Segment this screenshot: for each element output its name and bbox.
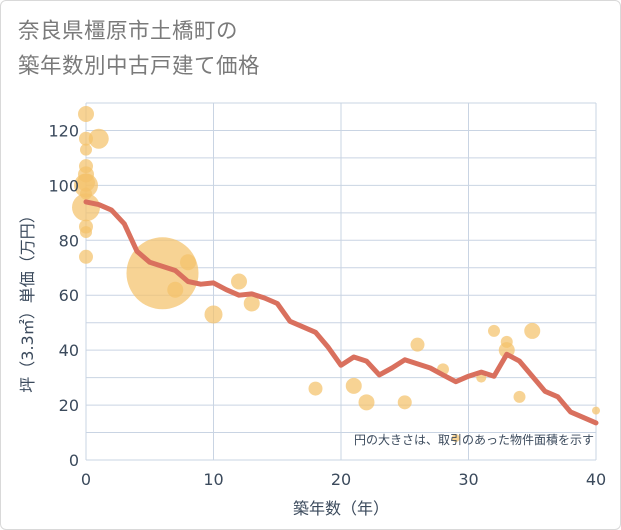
y-tick-label: 40 <box>59 341 79 360</box>
chart-title: 奈良県橿原市土橋町の 築年数別中古戸建て価格 <box>18 14 260 84</box>
data-bubble <box>231 273 247 290</box>
y-tick-label: 0 <box>69 451 79 470</box>
x-tick-label: 0 <box>81 470 91 489</box>
y-tick-label: 20 <box>59 396 79 415</box>
data-bubble <box>243 295 260 312</box>
chart-title-line-2: 築年数別中古戸建て価格 <box>18 54 261 79</box>
data-bubble <box>72 193 100 222</box>
data-bubble <box>80 143 92 156</box>
data-bubble <box>345 377 362 394</box>
data-bubble <box>592 406 600 415</box>
data-bubble <box>79 249 93 264</box>
data-bubble <box>358 394 375 411</box>
data-bubble <box>78 105 94 122</box>
y-tick-label: 60 <box>59 286 79 305</box>
data-bubble <box>74 173 98 198</box>
bubble-layer <box>72 105 600 443</box>
y-axis-label: 坪（3.3㎡）単価（万円） <box>18 207 37 392</box>
data-bubble <box>513 390 526 403</box>
data-bubble <box>397 395 412 410</box>
size-note: 円の大きさは、取引のあった物件面積を示す <box>354 432 594 447</box>
y-tick-label: 120 <box>48 121 79 140</box>
data-bubble <box>524 322 541 339</box>
tick-labels: 0 20 40 60 80 100 120 0 10 20 30 40 <box>48 121 606 489</box>
trend-line <box>83 199 599 426</box>
data-bubble <box>488 324 500 337</box>
x-tick-label: 40 <box>586 470 606 489</box>
data-bubble <box>451 434 460 443</box>
data-bubble <box>80 226 92 239</box>
data-bubble <box>88 128 109 149</box>
chart-title-line-1: 奈良県橿原市土橋町の <box>18 19 239 44</box>
x-axis-label: 築年数（年） <box>293 499 389 518</box>
data-bubble <box>308 381 323 396</box>
x-tick-label: 10 <box>203 470 223 489</box>
data-bubble <box>167 281 184 298</box>
data-bubble <box>410 337 425 352</box>
x-tick-label: 20 <box>331 470 351 489</box>
x-tick-label: 30 <box>458 470 478 489</box>
data-bubble <box>180 254 196 271</box>
data-bubble <box>204 305 223 324</box>
y-tick-label: 80 <box>59 231 79 250</box>
y-tick-label: 100 <box>48 176 79 195</box>
